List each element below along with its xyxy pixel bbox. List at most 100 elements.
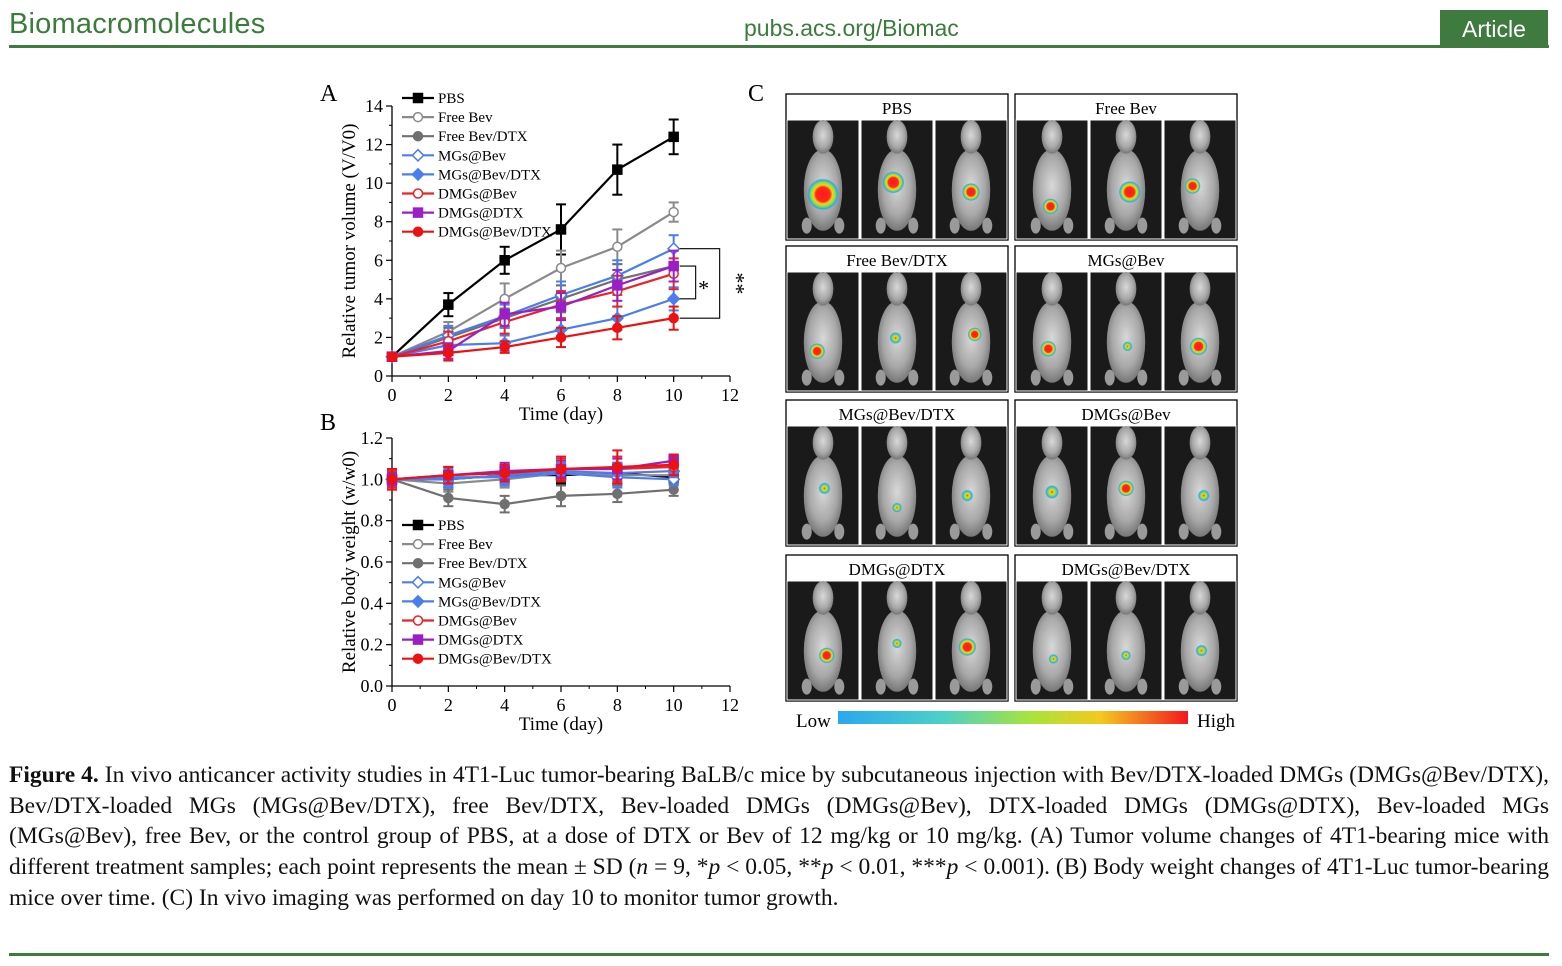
mouse-paw <box>1211 523 1222 540</box>
page-header: Biomacromolecules pubs.acs.org/Biomac Ar… <box>0 0 1562 48</box>
y-axis-label: Relative body weight (w/w0) <box>339 451 360 673</box>
caption-text-2: = 9, * <box>648 854 709 881</box>
tumor-signal <box>1118 181 1141 203</box>
x-tick-label: 4 <box>500 385 509 405</box>
mouse-paw <box>801 369 812 386</box>
series-line <box>391 297 675 358</box>
x-tick-label: 2 <box>444 385 453 405</box>
significance-star-single: * <box>698 275 709 300</box>
legend-label: MGs@Bev/DTX <box>438 167 541 183</box>
mouse-head <box>886 581 908 615</box>
mouse-head <box>886 426 908 460</box>
data-point <box>555 301 567 312</box>
legend-label: DMGs@Bev/DTX <box>438 652 552 668</box>
series-dmgs-bev-dtx <box>386 449 679 491</box>
legend-marker <box>411 148 425 162</box>
mouse-paw <box>982 678 993 695</box>
scale-high-label: High <box>1197 711 1236 732</box>
legend-entry: DMGs@DTX <box>402 206 524 222</box>
legend-marker <box>412 615 424 626</box>
mouse-head <box>1041 272 1063 306</box>
series-line <box>391 463 674 481</box>
x-tick-label: 4 <box>500 695 509 715</box>
x-tick-label: 8 <box>613 385 622 405</box>
tumor-signal <box>967 327 982 342</box>
imaging-group: DMGs@Bev/DTX <box>1014 554 1238 702</box>
mouse-body <box>1032 149 1072 231</box>
mouse-paw <box>1063 523 1074 540</box>
data-point <box>612 322 623 334</box>
y-tick-label: 0.0 <box>361 676 384 696</box>
data-point <box>386 351 398 362</box>
data-point <box>555 490 567 502</box>
legend-label: Free Bev/DTX <box>438 129 528 145</box>
journal-name[interactable]: Biomacromolecules <box>9 8 266 40</box>
caption-text-1: In vivo anticancer activity studies in 4… <box>9 762 1549 881</box>
series-line <box>391 265 675 358</box>
mouse-body <box>803 455 843 537</box>
tumor-signal <box>1195 644 1208 657</box>
legend-marker <box>411 594 425 609</box>
tumor-signal <box>1197 489 1210 502</box>
x-tick-label: 10 <box>665 385 683 405</box>
data-point <box>666 292 681 306</box>
mouse-paw <box>908 217 919 234</box>
mouse-paw <box>1030 523 1041 540</box>
mouse-paw <box>834 217 845 234</box>
footer-rule <box>9 953 1549 956</box>
legend-entry: DMGs@Bev/DTX <box>402 652 552 668</box>
legend-label: MGs@Bev/DTX <box>438 594 541 610</box>
legend-marker <box>411 167 425 182</box>
tumor-signal <box>961 489 974 502</box>
mouse-paw <box>801 523 812 540</box>
tumor-signal <box>1122 341 1133 352</box>
series-line <box>391 317 674 358</box>
journal-url[interactable]: pubs.acs.org/Biomac <box>744 15 959 41</box>
data-point <box>386 474 398 485</box>
x-tick-label: 0 <box>388 385 397 405</box>
mouse-paw <box>982 523 993 540</box>
data-point <box>443 492 454 504</box>
legend-marker <box>411 575 425 589</box>
legend-label: PBS <box>438 91 465 107</box>
mouse-head <box>812 120 834 154</box>
legend-label: DMGs@Bev <box>438 614 517 630</box>
legend-label: DMGs@Bev/DTX <box>438 225 552 241</box>
mouse-paw <box>1030 217 1041 234</box>
x-tick-label: 12 <box>721 385 739 405</box>
mouse-paw <box>982 217 993 234</box>
tumor-signal <box>958 638 977 656</box>
imaging-group: DMGs@Bev <box>1014 399 1238 547</box>
panel-b-label: B <box>320 410 336 436</box>
caption-n: n <box>636 854 649 881</box>
tumor-signal <box>1121 650 1131 661</box>
mouse-paw <box>1137 217 1148 234</box>
mouse-head <box>886 272 908 306</box>
data-point <box>499 341 510 353</box>
legend-marker <box>412 634 424 645</box>
mouse-paw <box>908 369 919 386</box>
mouse-paw <box>801 678 812 695</box>
tumor-signal <box>1184 178 1201 194</box>
y-tick-label: 12 <box>365 135 383 155</box>
caption-text-4: < 0.01, *** <box>833 854 947 881</box>
mouse-head <box>1115 272 1137 306</box>
imaging-group-label: MGs@Bev/DTX <box>839 405 956 424</box>
mouse-head <box>1041 426 1063 460</box>
y-tick-label: 4 <box>374 289 383 309</box>
data-point <box>668 260 679 272</box>
data-point <box>443 347 454 359</box>
mouse-paw <box>1178 678 1189 695</box>
caption-text-3: < 0.05, ** <box>720 854 822 881</box>
tumor-signal <box>818 647 835 664</box>
imaging-group-label: Free Bev/DTX <box>846 251 948 270</box>
mouse-paw <box>908 523 919 540</box>
panel-c-imaging: PBS Free Bev Free Bev/DTX MGs@Bev MGs@Bev/DT… <box>785 93 1238 732</box>
mouse-paw <box>1211 217 1222 234</box>
mouse-body <box>951 301 991 383</box>
y-tick-label: 10 <box>365 173 383 193</box>
legend-entry: Free Bev <box>402 537 493 553</box>
mouse-paw <box>949 523 960 540</box>
series-line <box>391 472 674 481</box>
mouse-head <box>812 426 834 460</box>
